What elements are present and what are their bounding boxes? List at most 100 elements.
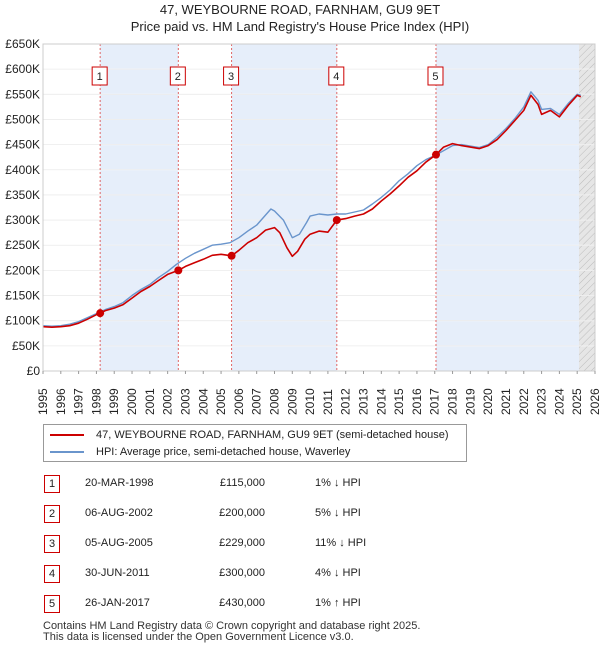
x-tick-label: 2013	[357, 388, 371, 415]
sale-number-badge: 5	[44, 595, 60, 613]
sale-marker-box	[169, 66, 186, 86]
chart-title: 47, WEYBOURNE ROAD, FARNHAM, GU9 9ET	[159, 2, 441, 17]
price-paid-line	[42, 94, 582, 328]
table-row: 4 30-JUN-2011 £300,000 4% ↓ HPI	[0, 565, 600, 585]
sale-date: 06-AUG-2002	[85, 507, 153, 519]
table-row: 1 20-MAR-1998 £115,000 1% ↓ HPI	[0, 475, 600, 495]
price-chart: 1 2 3 4 5 £0 £50K £100K £150K £200K £250K £300K £350…	[5, 37, 600, 415]
sale-marker-box	[427, 66, 444, 86]
x-tick-label: 2018	[446, 388, 460, 415]
sale-date: 30-JUN-2011	[85, 567, 150, 579]
y-tick-label: £650K	[5, 37, 40, 51]
x-tick-label: 2020	[481, 388, 495, 415]
sale-marker-label: 5	[432, 71, 438, 83]
x-tick-label: 2011	[321, 389, 335, 415]
x-tick-label: 1995	[36, 388, 50, 415]
x-tick-label: 2024	[552, 388, 566, 415]
y-tick-label: £50K	[12, 339, 40, 353]
x-tick-label: 2016	[410, 388, 424, 415]
x-tick-label: 2003	[178, 388, 192, 415]
x-tick-label: 2002	[161, 388, 175, 415]
sale-point	[174, 266, 183, 275]
sale-point	[227, 251, 236, 260]
legend: 47, WEYBOURNE ROAD, FARNHAM, GU9 9ET (se…	[43, 424, 467, 462]
y-tick-label: £450K	[5, 138, 40, 152]
y-tick-label: £200K	[5, 263, 40, 277]
sale-date: 05-AUG-2005	[85, 537, 153, 549]
sale-marker-label: 1	[97, 71, 103, 83]
sale-marker-box	[91, 66, 108, 86]
y-tick-label: £100K	[5, 314, 40, 328]
table-row: 2 06-AUG-2002 £200,000 5% ↓ HPI	[0, 505, 600, 525]
x-tick-label: 2021	[499, 388, 513, 415]
x-tick-label: 1999	[107, 388, 121, 415]
y-tick-label: £150K	[5, 289, 40, 303]
y-tick-label: £350K	[5, 188, 40, 202]
ownership-band	[435, 44, 579, 371]
sale-price: £200,000	[219, 507, 265, 519]
y-tick-label: £500K	[5, 112, 40, 126]
chart-subtitle: Price paid vs. HM Land Registry's House …	[130, 19, 470, 34]
x-tick-label: 2006	[232, 388, 246, 415]
x-tick-label: 2009	[285, 388, 299, 415]
sale-number-badge: 1	[44, 475, 60, 493]
y-tick-label: £250K	[5, 238, 40, 252]
legend-label-hpi: HPI: Average price, semi-detached house,…	[96, 446, 351, 458]
x-tick-label: 2014	[374, 388, 388, 415]
x-tick-label: 2017	[428, 388, 442, 415]
x-tick-label: 1998	[89, 388, 103, 415]
x-tick-label: 2025	[570, 388, 584, 415]
x-tick-label: 2022	[517, 388, 531, 415]
sale-price: £300,000	[219, 567, 265, 579]
legend-swatch-price	[50, 434, 84, 436]
y-tick-label: £550K	[5, 87, 40, 101]
sale-marker-label: 2	[175, 71, 181, 83]
x-tick-label: 2004	[196, 388, 210, 415]
x-tick-label: 1996	[54, 388, 68, 415]
x-tick-label: 2005	[214, 388, 228, 415]
x-tick-label: 2008	[267, 388, 281, 415]
sale-marker-label: 4	[333, 71, 339, 83]
sale-marker-box	[223, 66, 240, 86]
sale-number-badge: 4	[44, 565, 60, 583]
ownership-band	[231, 44, 337, 371]
copyright-notice: Contains HM Land Registry data © Crown c…	[43, 620, 421, 632]
x-tick-label: 2019	[463, 388, 477, 415]
y-tick-label: £600K	[5, 62, 40, 76]
x-tick-label: 2023	[535, 388, 549, 415]
legend-swatch-hpi	[50, 451, 84, 453]
sale-number-badge: 2	[44, 505, 60, 523]
legend-label-price: 47, WEYBOURNE ROAD, FARNHAM, GU9 9ET (se…	[96, 429, 449, 441]
sale-price: £229,000	[219, 537, 265, 549]
sale-hpi-diff: 11% ↓ HPI	[315, 537, 367, 549]
sale-number-badge: 3	[44, 535, 60, 553]
x-tick-label: 2010	[303, 388, 317, 415]
sale-hpi-diff: 4% ↓ HPI	[315, 567, 361, 579]
sale-hpi-diff: 1% ↑ HPI	[315, 597, 361, 609]
y-tick-label: £300K	[5, 213, 40, 227]
x-tick-label: 1997	[72, 388, 86, 415]
x-tick-label: 2001	[143, 388, 157, 415]
sale-price: £115,000	[219, 477, 265, 489]
sale-date: 26-JAN-2017	[85, 597, 150, 609]
sale-point	[332, 216, 341, 225]
ownership-band	[100, 44, 179, 371]
plot-frame	[42, 43, 596, 372]
license-notice: This data is licensed under the Open Gov…	[43, 631, 354, 643]
legend-item-price: 47, WEYBOURNE ROAD, FARNHAM, GU9 9ET (se…	[50, 427, 449, 443]
sale-price: £430,000	[219, 597, 265, 609]
x-tick-label: 2026	[588, 388, 600, 415]
sale-point	[431, 150, 440, 159]
table-row: 5 26-JAN-2017 £430,000 1% ↑ HPI	[0, 595, 600, 615]
table-row: 3 05-AUG-2005 £229,000 11% ↓ HPI	[0, 535, 600, 555]
x-tick-label: 2007	[250, 388, 264, 415]
x-tick-label: 2012	[339, 388, 353, 415]
sale-date: 20-MAR-1998	[85, 477, 154, 489]
y-tick-label: £400K	[5, 163, 40, 177]
y-tick-label: £0	[27, 364, 41, 378]
sale-marker-label: 3	[228, 71, 234, 83]
sale-point	[96, 309, 105, 318]
legend-item-hpi: HPI: Average price, semi-detached house,…	[50, 444, 350, 460]
hpi-line	[42, 91, 581, 327]
sale-marker-box	[328, 66, 345, 86]
